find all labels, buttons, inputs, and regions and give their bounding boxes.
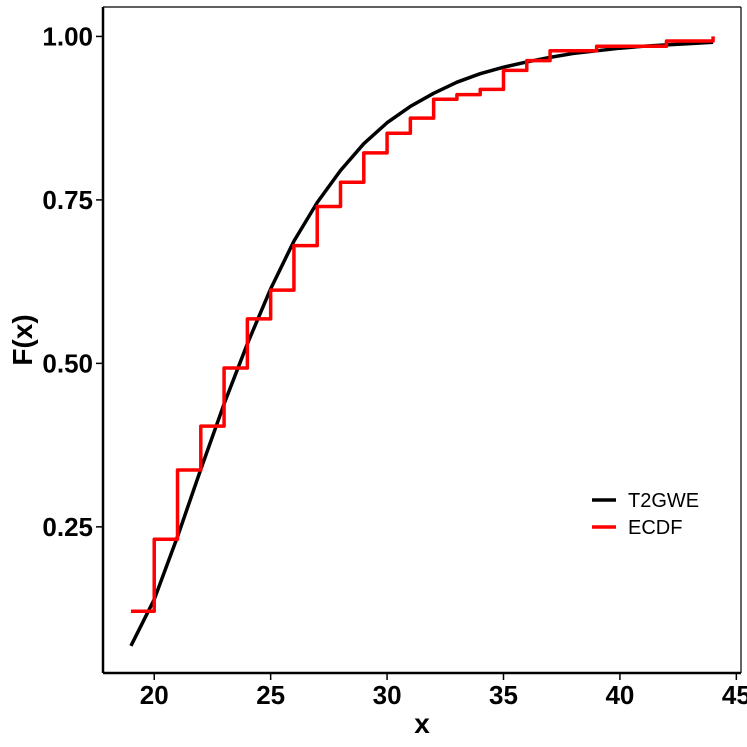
x-tick-label: 20: [140, 680, 169, 710]
y-tick-label: 0.25: [42, 512, 93, 542]
series-line-ecdf: [130, 36, 715, 613]
y-tick-label: 0.75: [42, 185, 93, 215]
axes: [101, 6, 742, 675]
plot-lines: [129, 36, 715, 647]
y-tick-label: 0.50: [42, 348, 93, 378]
x-tick-label: 30: [373, 680, 402, 710]
legend: T2GWE ECDF: [592, 490, 699, 539]
x-ticks: 20 25 30 35 40 45: [140, 673, 747, 710]
x-axis-title: x: [414, 708, 430, 739]
x-tick-label: 25: [256, 680, 285, 710]
legend-label-ecdf: ECDF: [628, 517, 682, 539]
x-tick-label: 35: [489, 680, 518, 710]
x-tick-label: 45: [722, 680, 747, 710]
x-tick-label: 40: [605, 680, 634, 710]
y-ticks: 0.25 0.50 0.75 1.00: [42, 21, 103, 542]
legend-label-t2gwe: T2GWE: [628, 490, 699, 512]
series-line-t2gwe: [129, 40, 714, 647]
y-tick-label: 1.00: [42, 21, 93, 51]
y-axis-title: F(x): [7, 314, 38, 365]
